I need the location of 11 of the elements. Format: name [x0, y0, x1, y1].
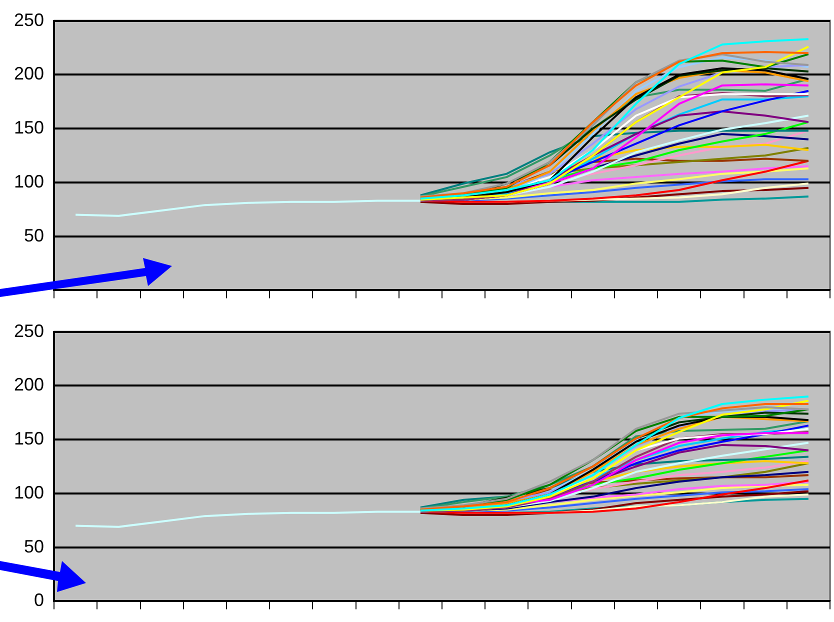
y-tick-label: 150 [14, 428, 44, 449]
y-tick-label: 100 [14, 482, 44, 502]
y-tick-label: 0 [34, 590, 44, 610]
y-tick-label: 50 [24, 536, 44, 556]
y-tick-label: 250 [14, 320, 44, 341]
y-tick-label: 200 [14, 374, 44, 395]
y-tick-label: 50 [24, 225, 44, 246]
y-tick-label: 100 [14, 171, 44, 192]
y-tick-label: 150 [14, 118, 44, 138]
y-tick-label: 200 [14, 64, 44, 84]
y-tick-label: 250 [14, 10, 44, 30]
